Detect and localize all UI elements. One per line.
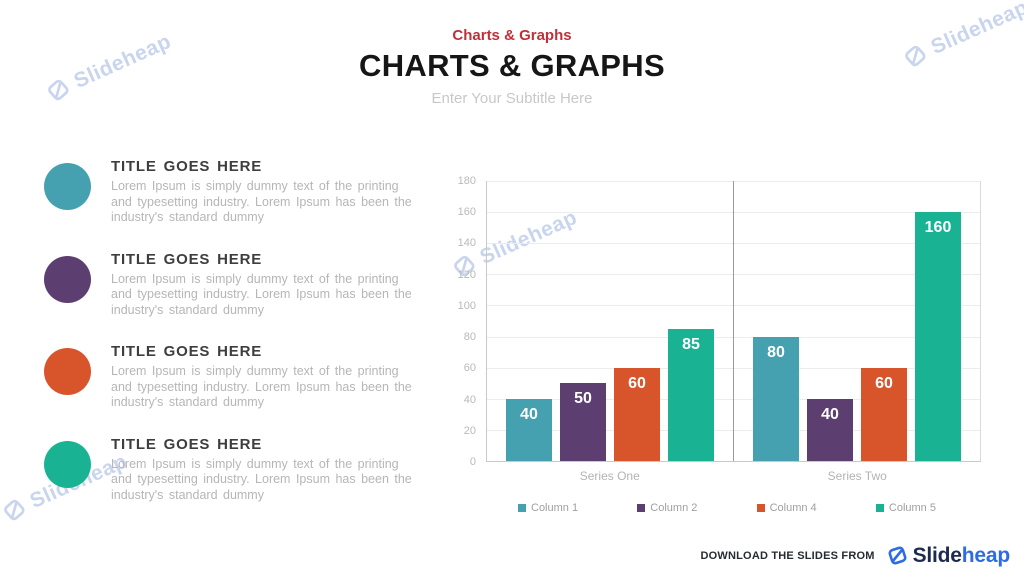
bar-value-label: 50 [574,390,592,408]
bar-group: 80 40 60 160 [733,181,980,461]
bullet-circle [44,440,91,488]
x-axis-label: Series One [579,469,640,483]
y-tick-label: 20 [463,424,476,437]
download-label: DOWNLOAD THE SLIDES FROM [700,549,875,562]
item-body: Lorem Ipsum is simply dummy text of the … [111,456,412,502]
x-axis-label: Series Two [827,469,887,483]
item-title: TITLE GOES HERE [111,343,263,360]
item-title: TITLE GOES HERE [111,158,263,175]
bar: 40 [807,398,853,461]
page-title: CHARTS & GRAPHS [359,48,665,83]
bar-value-label: 60 [875,374,893,392]
legend-label: Column 5 [888,502,936,514]
page-subtitle: Enter Your Subtitle Here [431,90,593,107]
legend-label: Column 1 [531,502,579,514]
bar-value-label: 40 [821,405,839,423]
x-axis-labels: Series One Series Two [486,469,981,483]
item-title: TITLE GOES HERE [111,435,263,453]
legend-swatch [756,504,765,512]
slideheap-logo: Slideheap [885,543,1010,568]
bullet-circle [44,163,91,210]
bullet-circle [44,255,91,303]
legend-item: Column 2 [637,502,697,514]
eyebrow-label: Charts & Graphs [452,27,572,44]
bar: 60 [614,367,660,461]
list-item: TITLE GOES HERE Lorem Ipsum is simply du… [44,158,436,226]
logo-text-slide: Slide [912,543,962,567]
bar: 160 [915,212,961,461]
item-body: Lorem Ipsum is simply dummy text of the … [111,179,412,224]
y-tick-label: 40 [463,393,476,406]
y-tick-label: 120 [457,268,476,281]
item-title: TITLE GOES HERE [111,250,263,268]
legend-label: Column 4 [769,502,817,514]
slideheap-logo-icon [888,546,907,565]
legend-swatch [875,504,884,512]
y-axis: 0 20 40 60 80 100 120 140 160 180 [452,175,480,468]
bar-value-label: 60 [628,374,646,392]
plot-area: 40 50 60 85 80 40 60 160 [486,181,981,462]
list-item-text: TITLE GOES HERE Lorem Ipsum is simply du… [111,343,423,411]
bullet-circle [44,348,91,395]
y-tick-label: 160 [457,206,476,219]
list-item-text: TITLE GOES HERE Lorem Ipsum is simply du… [111,158,423,226]
legend-swatch [518,504,526,512]
legend-swatch [637,504,646,512]
list-item: TITLE GOES HERE Lorem Ipsum is simply du… [44,343,436,411]
y-tick-label: 60 [463,362,476,375]
list-item: TITLE GOES HERE Lorem Ipsum is simply du… [44,436,436,504]
legend-item: Column 5 [875,502,936,514]
bar-value-label: 85 [682,335,700,353]
legend-label: Column 2 [650,502,698,514]
legend-item: Column 1 [518,502,578,514]
feature-list: TITLE GOES HERE Lorem Ipsum is simply du… [44,158,436,528]
bar: 80 [753,336,799,461]
bar: 60 [861,367,907,461]
bar-value-label: 40 [520,405,538,423]
bar: 85 [668,328,714,461]
list-item-text: TITLE GOES HERE Lorem Ipsum is simply du… [111,251,423,319]
chart-legend: Column 1 Column 2 Column 4 Column 5 [518,502,936,514]
y-tick-label: 140 [457,237,476,250]
slideheap-watermark-icon [4,499,25,521]
bar-group: 40 50 60 85 [487,181,733,461]
item-body: Lorem Ipsum is simply dummy text of the … [111,271,412,317]
bar-chart: 0 20 40 60 80 100 120 140 160 180 40 50 60 85 80 40 60 1… [452,175,997,521]
legend-item: Column 4 [756,502,817,514]
bar-value-label: 160 [924,219,952,237]
bar: 50 [560,383,606,461]
item-body: Lorem Ipsum is simply dummy text of the … [111,364,412,409]
bar: 40 [506,398,552,461]
list-item: TITLE GOES HERE Lorem Ipsum is simply du… [44,251,436,319]
y-tick-label: 180 [457,175,476,187]
y-tick-label: 0 [469,456,476,468]
y-tick-label: 80 [463,331,476,344]
bar-value-label: 80 [767,343,785,361]
footer: DOWNLOAD THE SLIDES FROM Slideheap [700,543,1011,568]
y-tick-label: 100 [457,299,476,312]
list-item-text: TITLE GOES HERE Lorem Ipsum is simply du… [111,436,423,504]
logo-text-heap: heap [961,543,1010,567]
